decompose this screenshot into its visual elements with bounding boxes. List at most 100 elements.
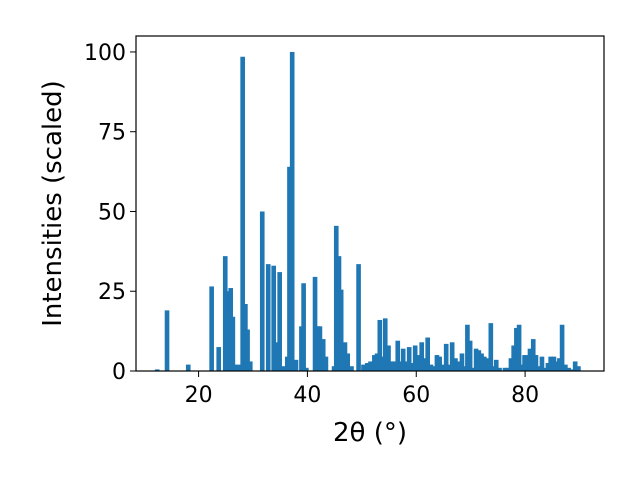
bar (222, 256, 228, 371)
bar (323, 356, 329, 371)
bar (232, 364, 238, 371)
bar (514, 327, 519, 371)
bar (342, 342, 348, 371)
bar (566, 367, 571, 371)
bar (240, 56, 245, 372)
bar (533, 355, 539, 371)
bar (312, 276, 318, 371)
bar (516, 324, 522, 371)
bar (539, 356, 545, 371)
bar (185, 364, 191, 371)
bar (481, 356, 487, 371)
bar (508, 358, 514, 371)
bar (559, 324, 565, 371)
bar (431, 366, 436, 371)
bar (453, 358, 458, 371)
bars (154, 51, 581, 372)
bar (459, 353, 465, 371)
bar (419, 342, 425, 371)
bar (473, 348, 479, 371)
bar (440, 364, 446, 371)
bar (434, 355, 440, 371)
bar (425, 337, 430, 371)
bar (479, 353, 484, 371)
bar (497, 367, 502, 371)
bar (338, 289, 344, 371)
bar (551, 356, 557, 371)
bar (476, 350, 482, 371)
bar (391, 361, 397, 371)
bar (400, 348, 406, 371)
bar (548, 356, 553, 371)
ticks: 20 40 60 80 0 25 50 75 100 (84, 41, 539, 408)
bar (467, 340, 473, 371)
bar (154, 369, 160, 371)
bar (404, 361, 409, 371)
bar (428, 364, 434, 371)
bar (382, 318, 388, 371)
bar (527, 348, 533, 371)
bar (530, 339, 536, 371)
bar (446, 364, 452, 371)
bar (449, 342, 455, 371)
y-tick-label: 0 (112, 360, 126, 385)
bar (247, 361, 253, 371)
bar (536, 366, 542, 371)
bar (333, 225, 339, 371)
x-tick-label: 40 (293, 383, 321, 408)
bar (443, 343, 449, 371)
bar (293, 359, 299, 371)
bar (511, 345, 516, 371)
bar (465, 324, 470, 371)
y-tick-label: 75 (98, 121, 126, 146)
bar (289, 51, 295, 371)
y-tick-label: 100 (84, 41, 126, 66)
bar (569, 369, 575, 371)
bar (304, 367, 309, 371)
bar (245, 329, 250, 371)
bar (437, 356, 442, 371)
bar (416, 355, 421, 371)
bar (317, 326, 323, 371)
bar (395, 340, 401, 371)
bar (349, 366, 354, 371)
x-tick-label: 20 (185, 383, 213, 408)
bar (545, 363, 551, 371)
bar (301, 283, 306, 371)
bar (386, 345, 391, 371)
bar (505, 367, 511, 371)
x-tick-label: 60 (402, 383, 430, 408)
bar (274, 342, 279, 371)
bar (398, 361, 403, 371)
y-tick-label: 50 (98, 200, 126, 225)
bar (277, 272, 282, 371)
bar (230, 316, 236, 371)
y-axis-label: Intensities (scaled) (38, 80, 68, 327)
bar (554, 361, 559, 371)
bar (406, 347, 412, 371)
bar (524, 355, 530, 371)
bar (563, 364, 568, 371)
bar (422, 358, 428, 371)
bar (356, 264, 361, 371)
bar (209, 286, 214, 371)
bar (519, 364, 525, 371)
bar (364, 363, 370, 371)
bar (320, 339, 326, 371)
bar (388, 361, 394, 371)
bar (488, 323, 494, 371)
bar (271, 265, 276, 371)
bar (572, 361, 578, 371)
bar (164, 310, 170, 371)
bar (462, 366, 468, 371)
bar (502, 367, 508, 371)
bar (372, 355, 377, 371)
bar (522, 355, 527, 371)
bar (345, 353, 351, 371)
x-tick-label: 80 (511, 383, 539, 408)
bar (259, 211, 265, 371)
bar (542, 367, 548, 371)
bar (216, 347, 222, 371)
bar (380, 356, 385, 371)
